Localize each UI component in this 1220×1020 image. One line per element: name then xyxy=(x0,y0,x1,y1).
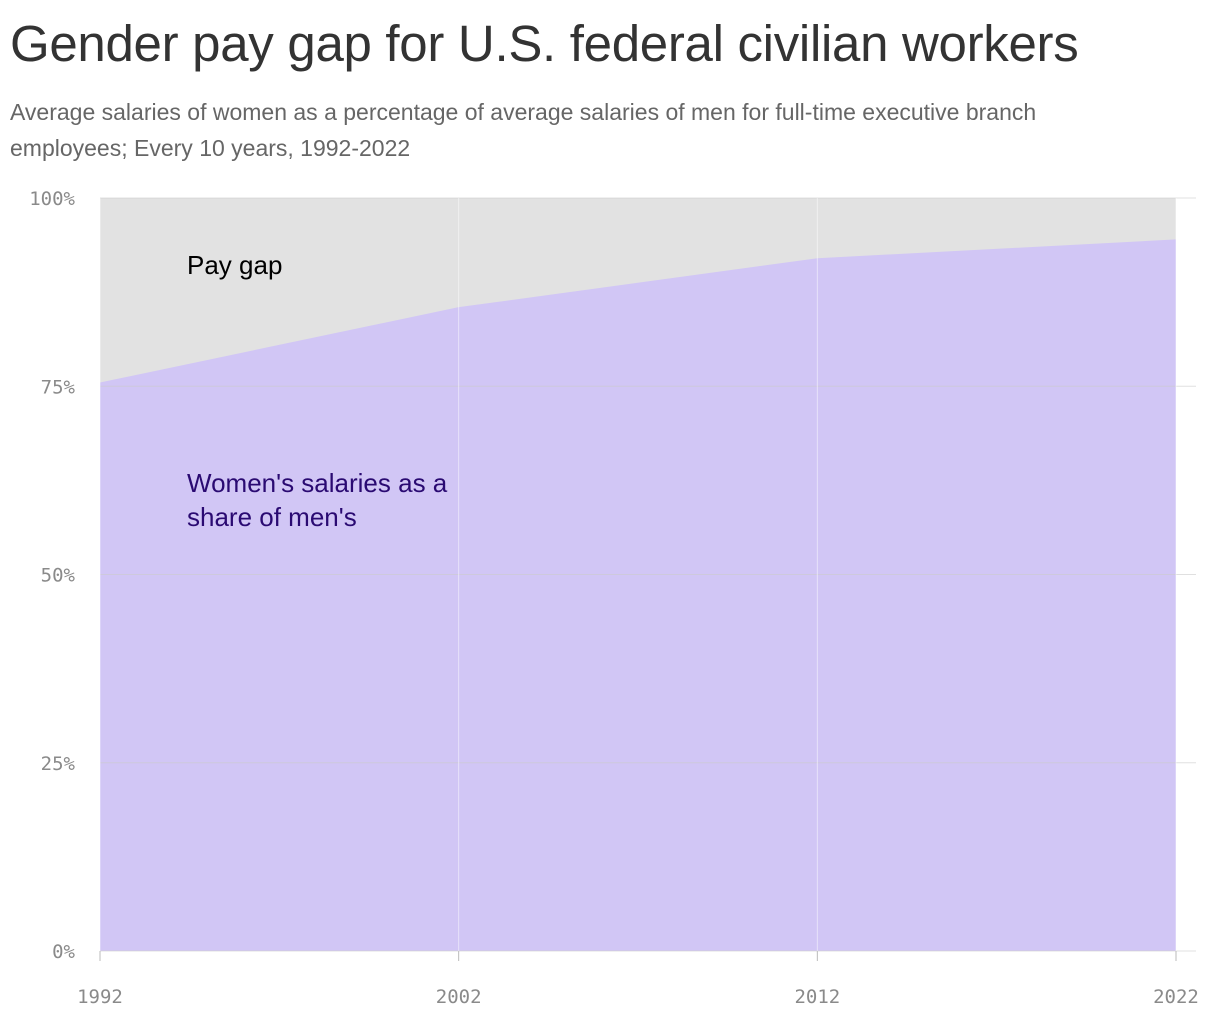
y-tick-label: 50% xyxy=(41,565,76,587)
x-tick-label: 2002 xyxy=(436,986,482,1008)
x-tick-label: 2012 xyxy=(794,986,840,1008)
y-tick-label: 100% xyxy=(29,188,75,210)
y-tick-label: 25% xyxy=(41,753,76,775)
women-share-label-line-1: Women's salaries as a xyxy=(187,468,448,498)
x-tick-label: 2022 xyxy=(1153,986,1199,1008)
y-tick-label: 0% xyxy=(52,941,75,963)
chart-title: Gender pay gap for U.S. federal civilian… xyxy=(10,15,1079,72)
pay-gap-label: Pay gap xyxy=(187,250,282,280)
chart-subtitle: Average salaries of women as a percentag… xyxy=(10,99,1037,161)
y-tick-label: 75% xyxy=(41,376,76,398)
women-share-label-line-2: share of men's xyxy=(187,502,357,532)
women-share-area xyxy=(100,239,1176,952)
x-tick-label: 1992 xyxy=(77,986,123,1008)
